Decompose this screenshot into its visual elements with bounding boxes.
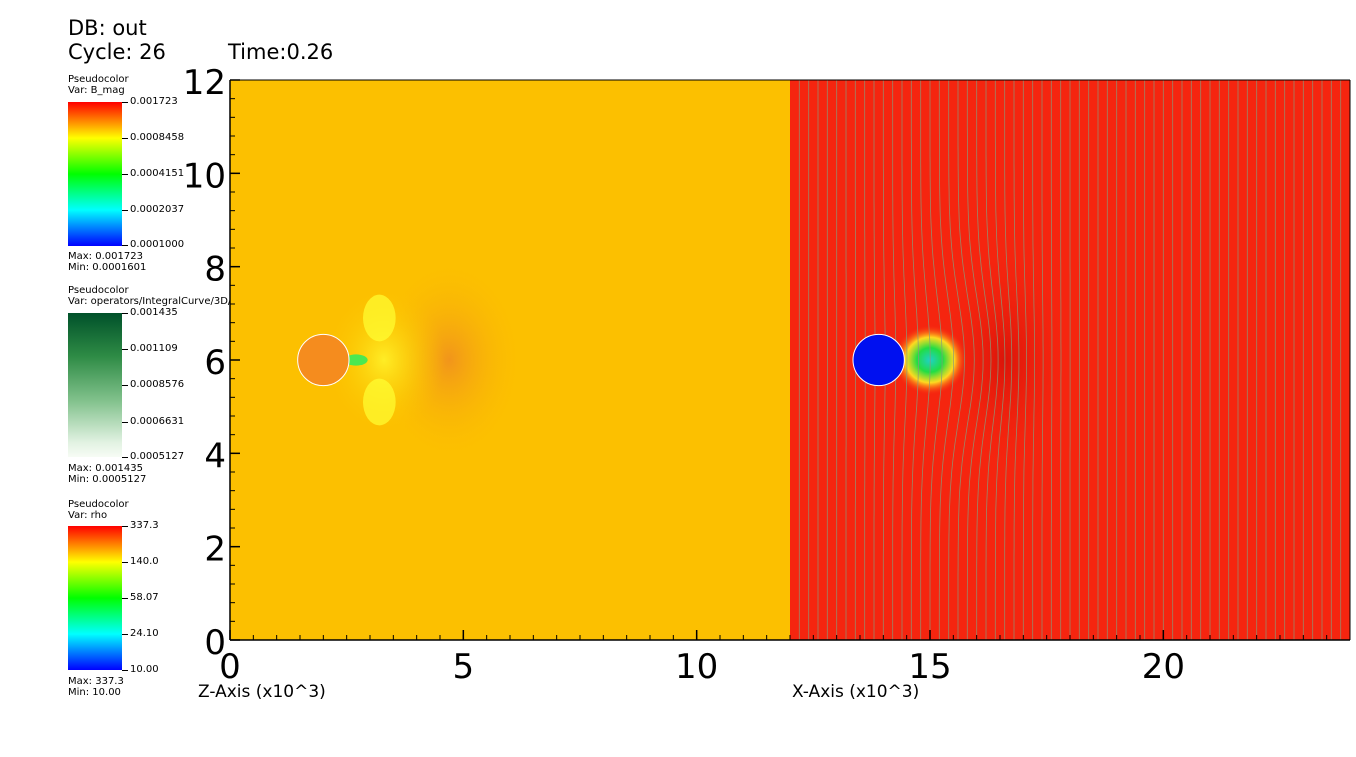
x-tick-label: 0	[219, 647, 241, 687]
legend-tick	[122, 245, 128, 246]
legend-min: Min: 0.0001601	[68, 262, 147, 273]
streamline	[994, 80, 1006, 640]
left-panel	[230, 80, 790, 640]
legend-tick-label: 0.0004151	[130, 168, 185, 179]
streamline	[1004, 80, 1013, 640]
legend-tick-label: 0.0006631	[130, 416, 185, 427]
legend-tick	[122, 138, 128, 139]
streamline	[966, 80, 984, 640]
x-axis-label-right: X-Axis (x10^3)	[792, 682, 920, 702]
legend-tick-label: 0.0008576	[130, 379, 185, 390]
legend-tick-label: 0.001109	[130, 343, 178, 354]
streamline	[938, 80, 955, 640]
legend-tick-label: 0.001435	[130, 307, 178, 318]
streamline	[985, 80, 999, 640]
streamline	[976, 80, 992, 640]
wake-lobe	[363, 378, 396, 426]
wake-lobe	[363, 294, 396, 342]
x-axis-label-left: Z-Axis (x10^3)	[198, 682, 326, 702]
legend-max: Max: 0.001435	[68, 463, 143, 474]
legend-tick-label: 0.0001000	[130, 239, 185, 250]
right-panel	[790, 80, 1350, 640]
legend-tick	[122, 210, 128, 211]
y-tick-label: 8	[204, 250, 226, 290]
legend-max: Max: 337.3	[68, 676, 124, 687]
streamline	[957, 80, 975, 640]
streamline	[920, 80, 931, 640]
x-tick-label: 20	[1142, 647, 1185, 687]
y-tick-label: 4	[204, 436, 226, 476]
legend-tick	[122, 457, 128, 458]
legend-tick	[122, 634, 128, 635]
time-label: Time:0.26	[228, 40, 334, 64]
legend-tick	[122, 562, 128, 563]
legend-tick-label: 0.0005127	[130, 451, 185, 462]
y-tick-label: 12	[183, 63, 226, 103]
legend-tick	[122, 385, 128, 386]
legend-var-label: Var: B_mag	[68, 85, 125, 96]
streamline	[910, 80, 919, 640]
legend-tick	[122, 422, 128, 423]
y-tick-label: 0	[204, 623, 226, 663]
legend-tick	[122, 102, 128, 103]
x-tick-label: 5	[453, 647, 475, 687]
legend-var-label: Var: rho	[68, 510, 108, 521]
y-tick-label: 2	[204, 530, 226, 570]
legend-tick	[122, 670, 128, 671]
streamline	[929, 80, 943, 640]
axes-frame: 0 2 4 6 8 10 12 0 5 10 15 20	[183, 63, 1351, 687]
legend-tick-label: 337.3	[130, 520, 159, 531]
legend-tick-label: 58.07	[130, 592, 159, 603]
streamline	[1041, 80, 1044, 640]
legend-min: Min: 10.00	[68, 687, 121, 698]
legend-tick-label: 0.0008458	[130, 132, 185, 143]
y-tick-label: 10	[183, 156, 226, 196]
x-tick-label: 10	[675, 647, 718, 687]
streamline	[1022, 80, 1027, 640]
legend-tick-label: 0.0002037	[130, 204, 185, 215]
colorbar-hot	[68, 102, 122, 246]
streamline	[1013, 80, 1020, 640]
obstacle-sphere	[852, 333, 905, 387]
obstacle-sphere	[297, 333, 350, 387]
legend-plot-type: Pseudocolor	[68, 285, 129, 296]
legend-tick	[122, 598, 128, 599]
legend-tick	[122, 526, 128, 527]
db-label: DB: out	[68, 16, 147, 40]
legend-max: Max: 0.001723	[68, 251, 143, 262]
y-tick-label: 6	[204, 343, 226, 383]
wake-region	[323, 285, 445, 435]
legend-min: Min: 0.0005127	[68, 474, 147, 485]
legend-plot-type: Pseudocolor	[68, 499, 129, 510]
legend-var-label: Var: operators/IntegralCurve/3D/B	[68, 296, 239, 307]
legend-plot-type: Pseudocolor	[68, 74, 129, 85]
colorbar-hot	[68, 526, 122, 670]
wake-core	[344, 354, 368, 366]
legend-tick	[122, 349, 128, 350]
legend-tick	[122, 174, 128, 175]
legend-tick-label: 24.10	[130, 628, 159, 639]
streamline	[1032, 80, 1035, 640]
streamline	[948, 80, 965, 640]
cycle-label: Cycle: 26	[68, 40, 166, 64]
legend-tick	[122, 313, 128, 314]
legend-tick-label: 140.0	[130, 556, 159, 567]
colorbar-greens	[68, 313, 122, 457]
legend-tick-label: 0.001723	[130, 96, 178, 107]
x-tick-label: 15	[908, 647, 951, 687]
streamline	[901, 80, 908, 640]
streamline	[1050, 80, 1053, 640]
legend-tick-label: 10.00	[130, 664, 159, 675]
